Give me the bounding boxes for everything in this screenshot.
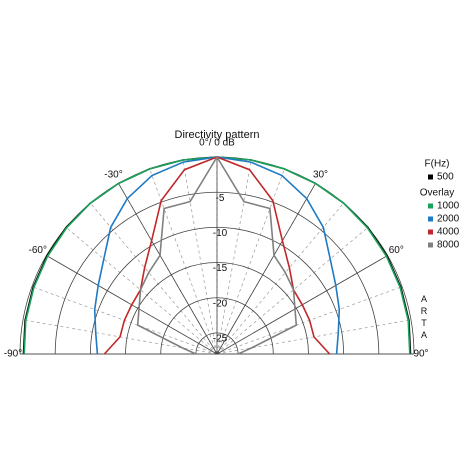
legend-label: 500 bbox=[437, 172, 454, 183]
r-tick-label: -10 bbox=[213, 228, 228, 239]
r-tick-label: -20 bbox=[213, 298, 228, 309]
overlay-label: Overlay bbox=[420, 188, 454, 199]
theta-tick-label: -60° bbox=[29, 245, 47, 256]
minor-radial bbox=[182, 159, 218, 355]
legend-label: 4000 bbox=[437, 227, 460, 238]
theta-tick-label: 30° bbox=[313, 169, 328, 180]
r-tick-label: -5 bbox=[216, 193, 225, 204]
grid-radial bbox=[216, 183, 316, 355]
minor-radial bbox=[216, 159, 252, 355]
legend-title: F(Hz) bbox=[425, 159, 450, 170]
legend-swatch bbox=[428, 242, 433, 248]
theta-tick-label: 0°/ 0 dB bbox=[199, 138, 235, 149]
grid-radial bbox=[118, 183, 218, 355]
theta-tick-label: 90° bbox=[413, 349, 428, 360]
legend-label: 8000 bbox=[437, 240, 460, 251]
minor-radial bbox=[65, 227, 218, 355]
theta-tick-label: -90° bbox=[4, 349, 22, 360]
r-tick-label: -25 bbox=[213, 334, 228, 345]
legend-swatch bbox=[428, 229, 433, 235]
minor-radial bbox=[216, 202, 344, 355]
minor-radial bbox=[216, 227, 369, 355]
chart-title: Directivity pattern bbox=[175, 129, 260, 141]
legend-label: 1000 bbox=[437, 201, 460, 212]
theta-tick-label: 60° bbox=[389, 245, 404, 256]
theta-tick-label: -30° bbox=[104, 169, 122, 180]
legend-swatch bbox=[428, 203, 433, 209]
minor-radial bbox=[149, 168, 218, 355]
minor-radial bbox=[216, 168, 285, 355]
legend-swatch bbox=[428, 174, 433, 180]
minor-radial bbox=[90, 202, 218, 355]
r-tick-label: -15 bbox=[213, 263, 228, 274]
legend-label: 2000 bbox=[437, 214, 460, 225]
legend-swatch bbox=[428, 216, 433, 222]
series-line bbox=[136, 155, 298, 355]
